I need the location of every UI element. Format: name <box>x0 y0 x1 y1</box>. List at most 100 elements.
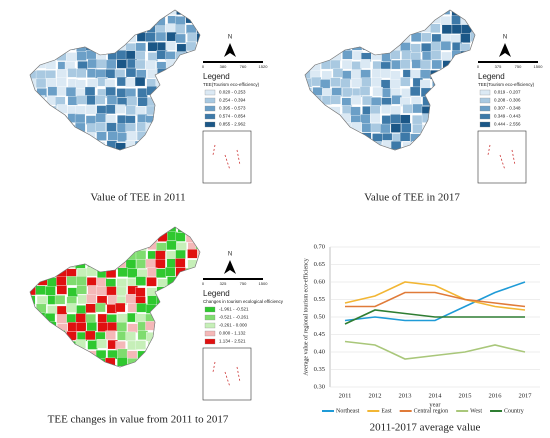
region-cell <box>361 139 372 150</box>
region-cell <box>30 115 37 125</box>
region-cell <box>321 49 332 60</box>
region-cell <box>175 59 186 70</box>
region-cell <box>35 259 46 269</box>
region-cell <box>471 51 475 61</box>
region-cell <box>156 242 167 252</box>
region-cell <box>47 86 58 96</box>
legend-swatch <box>204 89 216 96</box>
region-cell <box>167 294 178 304</box>
region-cell <box>411 15 422 25</box>
region-cell <box>125 105 136 115</box>
region-cell <box>76 10 88 15</box>
legend-label: Central region <box>414 408 449 414</box>
region-cell <box>135 16 146 27</box>
region-cell <box>95 95 106 105</box>
region-cell <box>177 350 188 361</box>
region-cell <box>340 10 351 16</box>
region-cell <box>30 305 36 315</box>
region-cell <box>96 40 107 51</box>
region-cell <box>452 123 463 134</box>
region-cell <box>442 105 453 115</box>
region-cell <box>76 305 87 315</box>
region-cell <box>165 106 176 116</box>
region-cell <box>399 149 411 150</box>
region-cell <box>350 69 362 79</box>
region-cell <box>175 249 186 260</box>
region-cell <box>147 357 158 367</box>
region-cell <box>127 24 138 34</box>
region-cell <box>57 227 68 235</box>
region-cell <box>196 269 200 280</box>
region-cell <box>30 13 36 24</box>
x-tick-label: 2015 <box>459 392 472 399</box>
region-cell <box>76 132 87 142</box>
region-cell <box>421 150 431 159</box>
region-cell <box>321 70 332 81</box>
region-cell <box>460 105 471 116</box>
region-cell <box>441 24 453 34</box>
region-cell <box>310 149 322 150</box>
region-cell <box>97 149 108 150</box>
region-cell <box>419 69 431 79</box>
region-cell <box>451 140 462 150</box>
region-cell <box>470 32 475 42</box>
chart-title: 2011-2017 average value <box>370 422 481 434</box>
region-cell <box>36 131 47 141</box>
region-cell <box>75 350 86 360</box>
region-cell <box>167 115 178 125</box>
region-cell <box>185 79 197 89</box>
region-cell <box>330 77 341 87</box>
region-cell <box>95 121 106 132</box>
y-tick-label: 0.40 <box>314 348 325 355</box>
region-cell <box>146 277 157 287</box>
region-cell <box>67 133 78 144</box>
region-cell <box>389 32 401 42</box>
north-arrow <box>224 43 236 57</box>
region-cell <box>107 131 118 141</box>
region-cell <box>35 22 46 33</box>
region-cell <box>461 96 472 107</box>
region-cell <box>86 321 97 332</box>
region-cell <box>156 50 167 60</box>
region-cell <box>85 25 97 35</box>
region-cell <box>311 106 322 116</box>
region-cell <box>135 50 146 61</box>
region-cell <box>441 69 453 79</box>
region-cell <box>320 14 331 24</box>
region-cell <box>452 94 463 105</box>
region-cell <box>68 151 78 160</box>
region-cell <box>430 114 441 124</box>
region-cell <box>175 95 186 105</box>
legend-swatch <box>204 97 216 104</box>
scale-label: 1520 <box>259 64 269 69</box>
region-cell <box>430 122 441 133</box>
region-cell <box>125 140 136 150</box>
region-cell <box>320 24 331 34</box>
region-cell <box>36 295 48 306</box>
region-cell <box>452 88 463 99</box>
region-cell <box>135 313 146 323</box>
region-cell <box>391 59 402 70</box>
region-cell <box>115 14 127 25</box>
region-cell <box>195 320 200 331</box>
region-cell <box>147 295 158 305</box>
region-cell <box>66 227 78 234</box>
region-cell <box>166 31 177 42</box>
region-cell <box>86 50 97 60</box>
region-cell <box>452 77 463 87</box>
region-cell <box>360 69 371 79</box>
region-cell <box>76 68 87 78</box>
scale-label: 1500 <box>259 281 269 286</box>
region-cell <box>56 16 67 26</box>
region-cell <box>36 321 48 332</box>
region-cell <box>432 150 442 159</box>
region-cell <box>195 104 200 114</box>
region-cell <box>127 240 138 250</box>
region-cell <box>56 276 67 286</box>
region-cell <box>390 149 401 150</box>
region-cell <box>352 140 363 150</box>
region-cell <box>177 114 188 124</box>
region-cell <box>340 41 351 51</box>
region-cell <box>77 151 87 160</box>
